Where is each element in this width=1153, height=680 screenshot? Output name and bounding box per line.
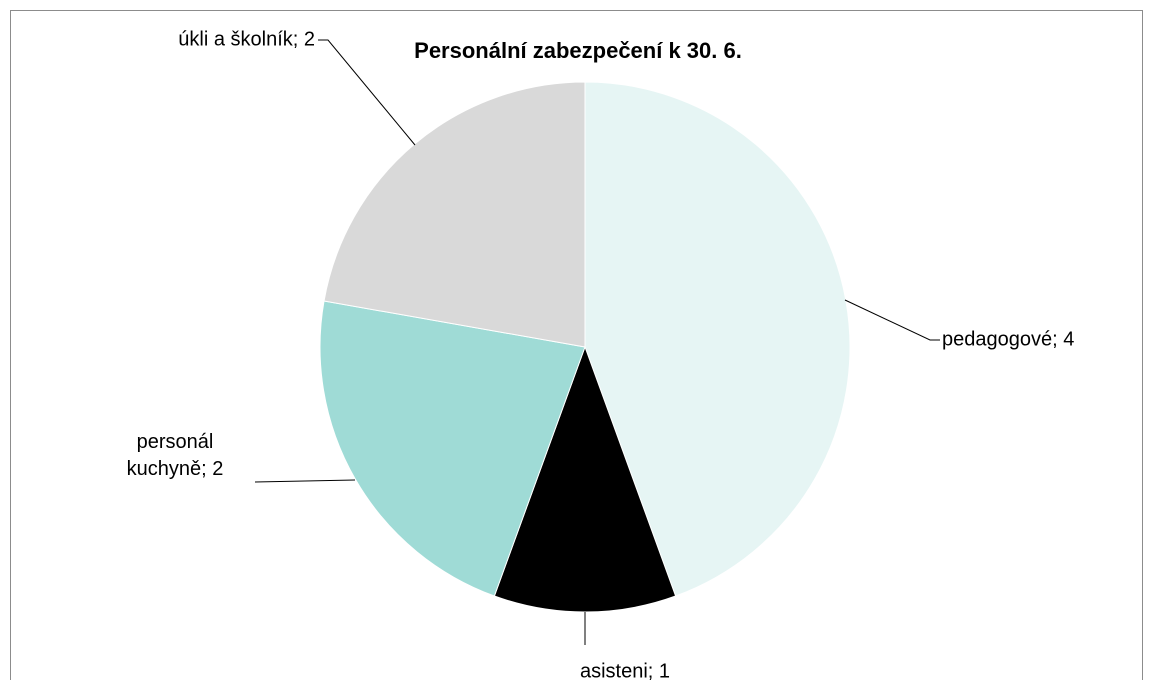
leader-line bbox=[844, 299, 940, 341]
data-label: asisteni; 1 bbox=[580, 660, 670, 680]
chart-title: Personální zabezpečení k 30. 6. bbox=[414, 38, 742, 63]
data-label: personál kuchyně; 2 bbox=[127, 431, 224, 480]
data-label: úkli a školník; 2 bbox=[178, 28, 315, 50]
data-label: pedagogové; 4 bbox=[942, 328, 1074, 350]
leader-line bbox=[318, 39, 416, 146]
pie-slice bbox=[319, 300, 586, 597]
leader-line bbox=[254, 479, 356, 483]
pie-slice bbox=[584, 81, 851, 597]
